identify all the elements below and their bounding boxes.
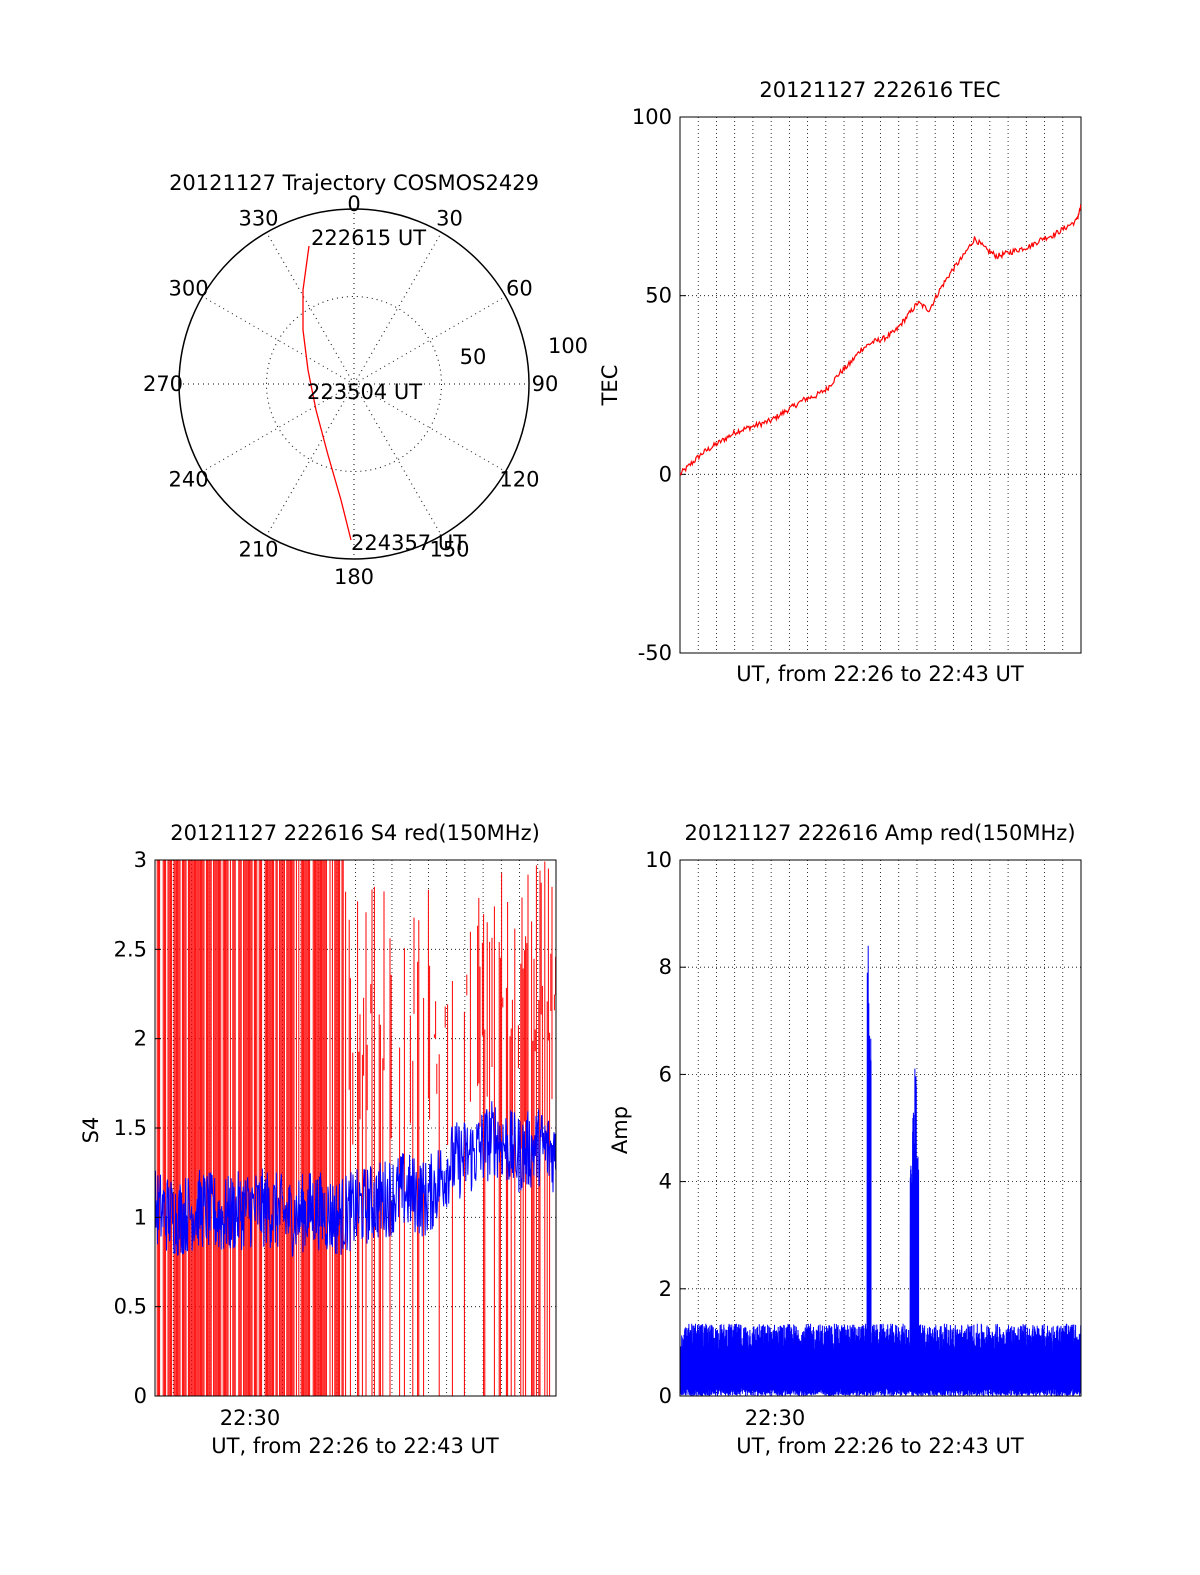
polar-azimuth-label: 120 — [499, 468, 539, 492]
trajectory-line — [302, 245, 352, 541]
polar-spoke — [353, 383, 442, 536]
polar-azimuth-label: 210 — [238, 537, 278, 561]
s4-blue-series-line — [154, 1101, 557, 1257]
tec-title: 20121127 222616 TEC — [759, 78, 1000, 102]
y-tick-label: 2 — [659, 1277, 672, 1301]
y-tick-label: 8 — [659, 955, 672, 979]
polar-azimuth-label: 300 — [169, 277, 209, 301]
amp-grid — [680, 860, 1081, 1396]
polar-inner-circle — [266, 296, 442, 472]
y-tick-label: 2 — [134, 1027, 147, 1051]
tec-xlabel: UT, from 22:26 to 22:43 UT — [736, 662, 1024, 686]
y-tick-label: 3 — [134, 848, 147, 872]
y-tick-label: 50 — [645, 284, 672, 308]
tec-grid — [680, 117, 1081, 653]
y-tick-label: -50 — [638, 641, 672, 665]
polar-spoke — [266, 232, 355, 385]
polar-azimuth-label: 150 — [429, 537, 469, 561]
polar-azimuth-label: 180 — [334, 565, 374, 589]
s4-xtick-label: 22:30 — [220, 1406, 281, 1430]
y-tick-label: 0 — [659, 1384, 672, 1408]
amp-xlabel: UT, from 22:26 to 22:43 UT — [736, 1434, 1024, 1458]
annotation-start: 222615 UT — [311, 226, 426, 250]
y-tick-label: 1 — [134, 1205, 147, 1229]
amp-plot-frame — [679, 859, 1082, 1397]
s4-red-spikes — [156, 860, 557, 1396]
polar-azimuth-label: 330 — [238, 207, 278, 231]
tec-chart: 20121127 222616 TEC 100 50 0 -50 TEC UT, fr… — [598, 78, 1082, 686]
polar-grid — [178, 208, 530, 560]
polar-spoke — [202, 296, 355, 385]
polar-azimuth-label: 270 — [143, 372, 183, 396]
tec-plot-frame — [679, 116, 1082, 654]
y-tick-label: 6 — [659, 1062, 672, 1086]
polar-spoke — [353, 232, 442, 385]
polar-azimuth-label: 90 — [532, 372, 559, 396]
tec-series-line — [679, 203, 1082, 476]
polar-spoke — [353, 383, 506, 472]
polar-radial-label: 50 — [460, 345, 487, 369]
amp-ylabel: Amp — [608, 1106, 632, 1154]
polar-azimuth-label: 60 — [506, 277, 533, 301]
s4-xlabel: UT, from 22:26 to 22:43 UT — [211, 1434, 499, 1458]
y-tick-label: 0 — [659, 462, 672, 486]
annotation-mid: 223504 UT — [307, 380, 422, 404]
amp-chart: 20121127 222616 Amp red(150MHz) 1086420 … — [608, 821, 1082, 1458]
polar-azimuth-label: 0 — [347, 192, 360, 216]
polar-spoke — [202, 383, 355, 472]
polar-title: 20121127 Trajectory COSMOS2429 — [169, 171, 539, 195]
polar-chart: 20121127 Trajectory COSMOS2429 0 30 60 90 12… — [143, 171, 588, 589]
polar-radial-labels: 50 100 — [460, 334, 588, 369]
polar-azimuth-label: 30 — [436, 207, 463, 231]
s4-chart: 20121127 222616 S4 red(150MHz) 3 2.5 2 1.5 1… — [79, 821, 557, 1458]
annotation-end: 224357 UT — [351, 531, 466, 555]
amp-xtick-label: 22:30 — [745, 1406, 806, 1430]
polar-spoke — [266, 383, 355, 536]
amp-title: 20121127 222616 Amp red(150MHz) — [684, 821, 1075, 845]
y-tick-label: 1.5 — [114, 1116, 147, 1140]
polar-azimuth-labels: 0 30 60 90 120 150 180 210 240 270 300 330 — [143, 192, 558, 589]
s4-ylabel: S4 — [79, 1117, 103, 1144]
s4-y-ticks: 3 2.5 2 1.5 1 0.5 0 — [114, 848, 161, 1408]
y-tick-label: 2.5 — [114, 937, 147, 961]
y-tick-label: 10 — [645, 848, 672, 872]
polar-azimuth-label: 240 — [169, 468, 209, 492]
y-tick-label: 100 — [632, 105, 672, 129]
y-tick-label: 4 — [659, 1170, 672, 1194]
tec-y-ticks: 100 50 0 -50 — [632, 105, 686, 665]
y-tick-label: 0.5 — [114, 1295, 147, 1319]
amp-y-ticks: 10 8 6 4 2 0 — [645, 848, 686, 1408]
polar-spoke — [353, 296, 506, 385]
polar-radial-label: 100 — [548, 334, 588, 358]
s4-title: 20121127 222616 S4 red(150MHz) — [170, 821, 540, 845]
amp-blue-series-line — [679, 945, 1082, 1397]
polar-outer-circle — [178, 208, 530, 560]
y-tick-label: 0 — [134, 1384, 147, 1408]
tec-ylabel: TEC — [598, 365, 622, 407]
